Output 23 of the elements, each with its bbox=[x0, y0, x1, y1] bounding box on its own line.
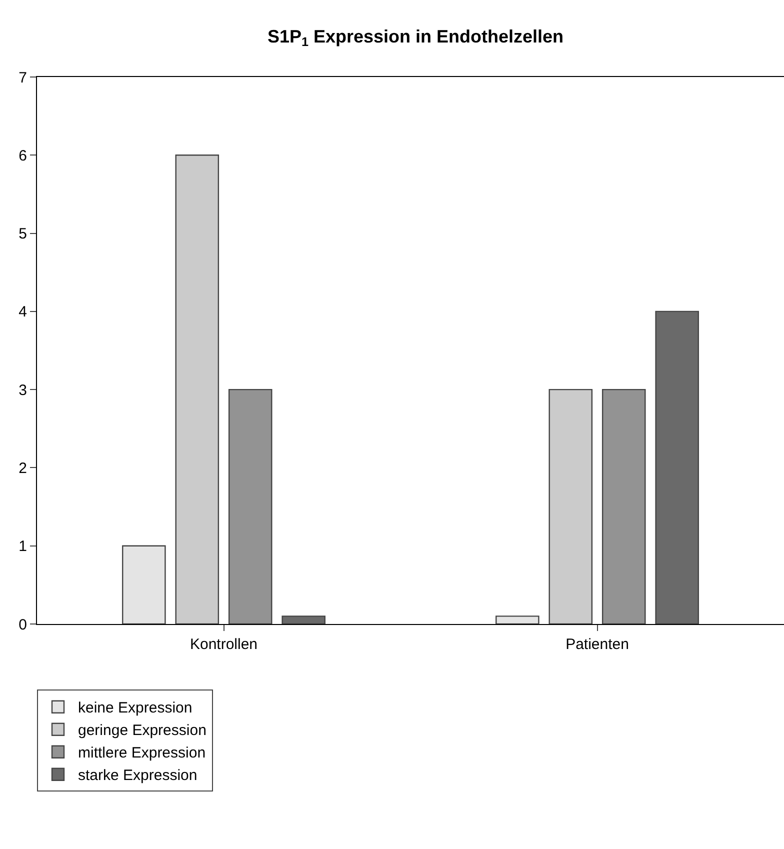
bar bbox=[496, 616, 540, 624]
y-tick-label: 7 bbox=[18, 69, 27, 86]
bar bbox=[602, 388, 646, 624]
bar bbox=[548, 388, 593, 624]
chart-title: S1P$_{1}$ Expression in Endothelzellen bbox=[267, 26, 564, 50]
legend-label: geringe Expression bbox=[78, 722, 206, 740]
bar bbox=[228, 388, 272, 624]
bar bbox=[655, 310, 699, 624]
bar bbox=[282, 616, 326, 624]
x-tick-label: Kontrollen bbox=[190, 636, 258, 653]
legend-label: starke Expression bbox=[78, 767, 198, 784]
legend-label: keine Expression bbox=[78, 700, 192, 717]
y-tick-label: 0 bbox=[18, 616, 27, 634]
bar bbox=[122, 545, 166, 624]
legend-label: mittlere Expression bbox=[78, 744, 206, 762]
y-tick-label: 5 bbox=[18, 226, 27, 243]
y-tick-label: 3 bbox=[18, 382, 27, 399]
x-tick-label: Patienten bbox=[566, 636, 629, 653]
bar bbox=[175, 154, 220, 624]
y-tick-label: 2 bbox=[18, 460, 27, 477]
y-tick-label: 4 bbox=[18, 304, 27, 321]
y-tick-label: 6 bbox=[18, 147, 27, 164]
y-tick-label: 1 bbox=[18, 538, 27, 556]
